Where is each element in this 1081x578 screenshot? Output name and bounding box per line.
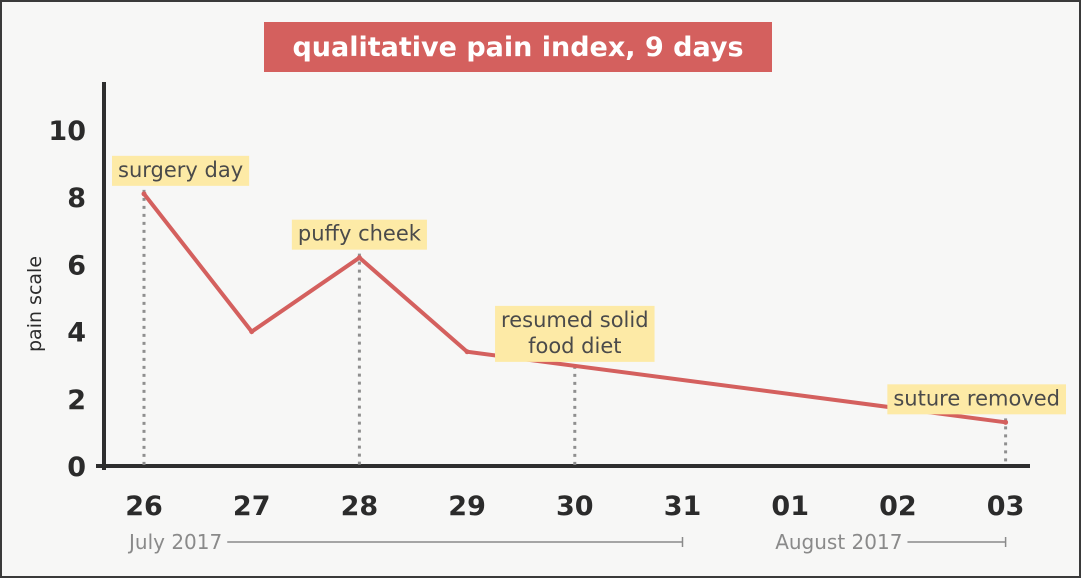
annotation-label-background (291, 219, 427, 250)
series-point (464, 349, 470, 355)
y-axis-label: pain scale (24, 256, 46, 352)
x-tick-label: 29 (448, 491, 486, 522)
y-tick-label: 2 (67, 385, 86, 416)
series-point (141, 191, 147, 197)
annotation-label: surgery day (118, 158, 243, 182)
x-tick-label: 30 (556, 491, 594, 522)
y-tick-label: 0 (67, 452, 86, 483)
y-tick-label: 4 (67, 318, 86, 349)
x-tick-label: 27 (233, 491, 271, 522)
annotation-label-background (495, 305, 655, 362)
x-tick-label: 26 (125, 491, 163, 522)
annotation-label: resumed solid (501, 308, 649, 332)
x-tick-label: 03 (987, 491, 1025, 522)
series-point (1003, 419, 1009, 425)
annotation-label: suture removed (893, 386, 1060, 410)
annotation-label-background (112, 155, 250, 186)
x-tick-label: 31 (664, 491, 702, 522)
x-tick-label: 01 (771, 491, 809, 522)
y-tick-label: 10 (48, 116, 86, 147)
annotation-label: food diet (528, 334, 621, 358)
chart-title-background (264, 22, 772, 72)
annotation-label: puffy cheek (298, 222, 422, 246)
period-label: August 2017 (775, 530, 902, 554)
x-tick-label: 02 (879, 491, 917, 522)
period-label: July 2017 (127, 530, 222, 554)
series-point (356, 255, 362, 261)
y-tick-label: 6 (67, 250, 86, 281)
chart-title: qualitative pain index, 9 days (292, 32, 743, 63)
y-tick-label: 8 (67, 183, 86, 214)
x-tick-label: 28 (341, 491, 379, 522)
series-point (249, 329, 255, 335)
annotation-label-background (887, 384, 1066, 415)
